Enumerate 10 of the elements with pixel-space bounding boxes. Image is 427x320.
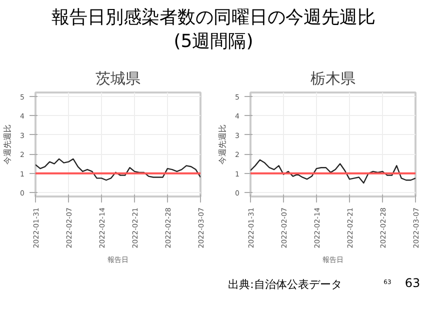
text: 63	[404, 275, 420, 292]
source-note: 出典:自治体公表データ	[228, 277, 342, 293]
y-axis-title: 今週先週比	[3, 124, 12, 164]
line-series	[250, 159, 416, 184]
chart-title: 茨城県	[96, 70, 140, 88]
text: (5週間隔)	[174, 31, 254, 52]
chart-title: 栃木県	[310, 70, 356, 88]
line-series	[36, 158, 200, 181]
text: 報告日別感染者数の同曜日の今週先週比	[52, 7, 376, 28]
y-axis-title: 今週先週比	[218, 124, 228, 164]
